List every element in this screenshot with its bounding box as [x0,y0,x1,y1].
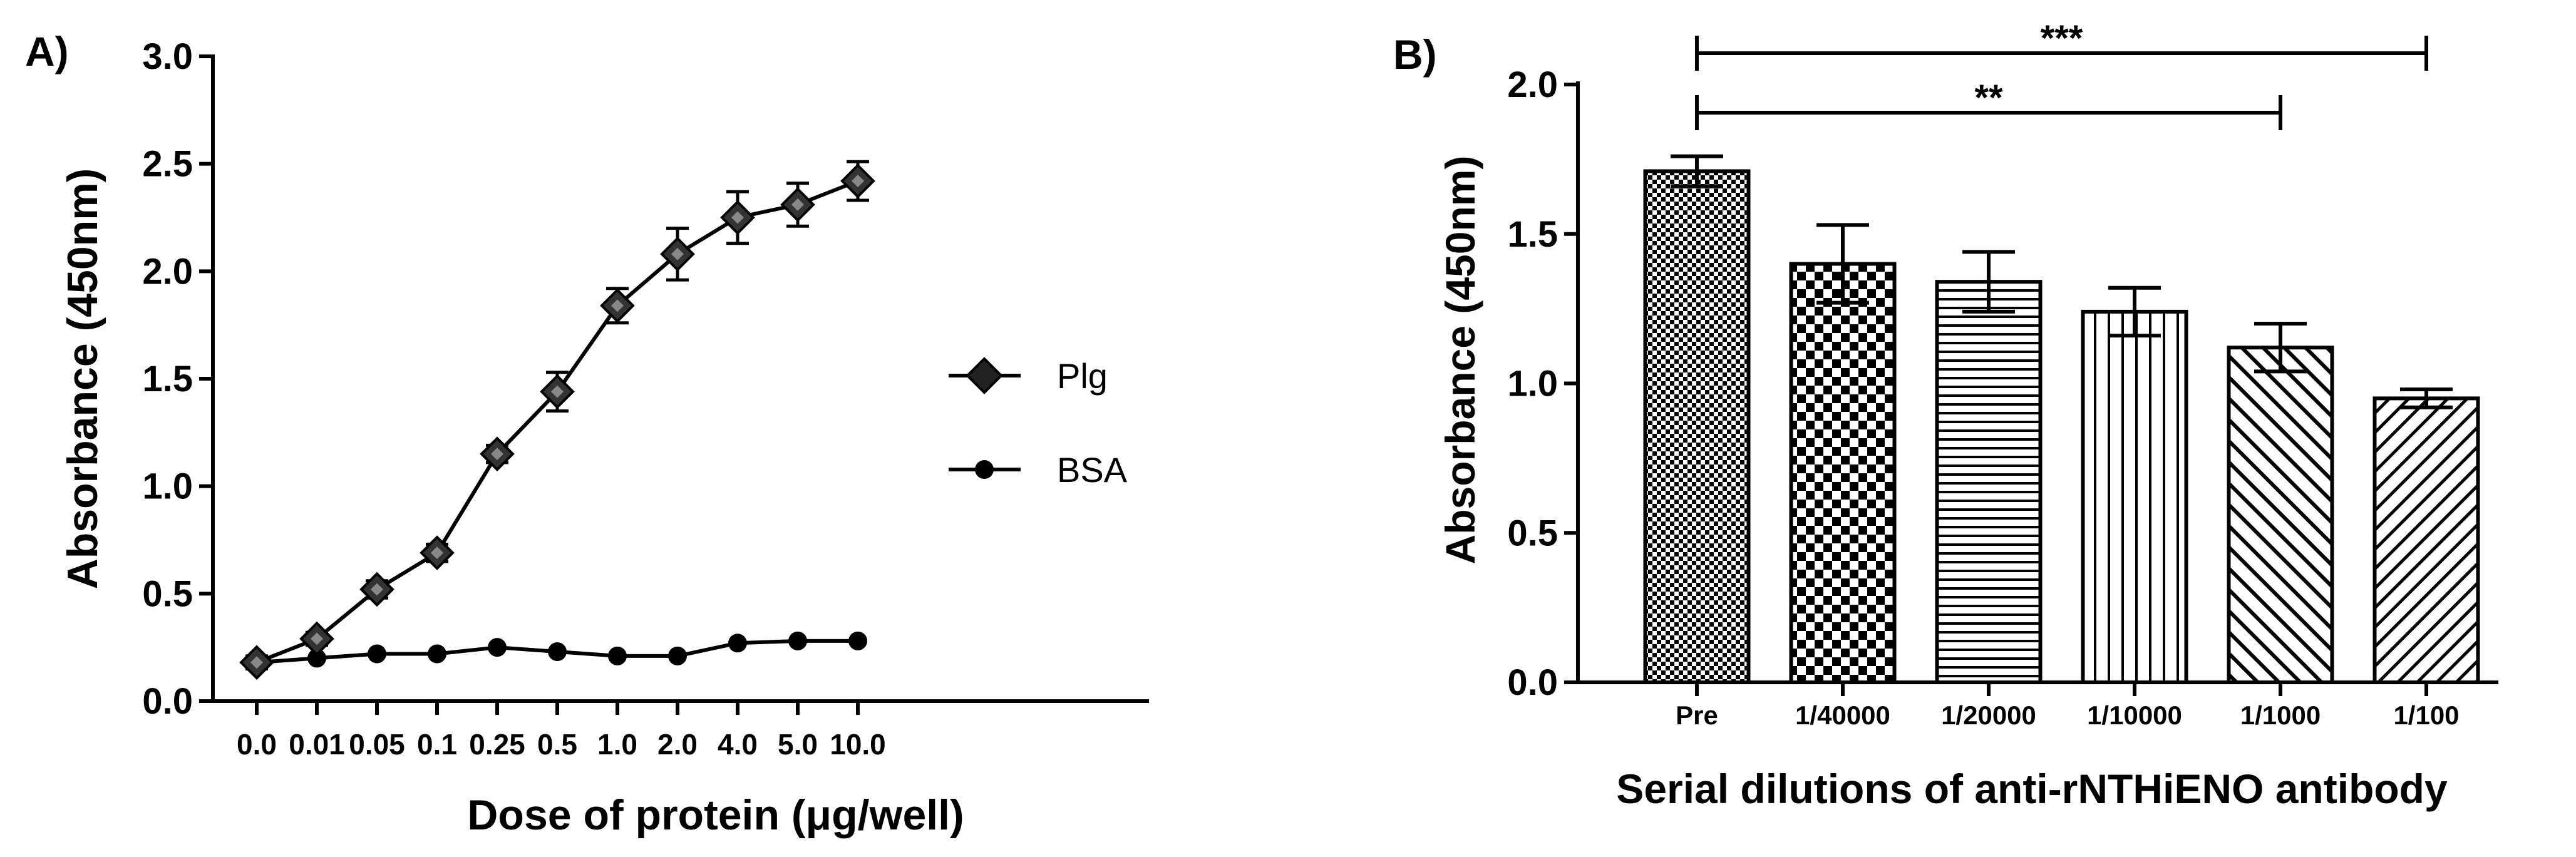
bar-1/40000 [1789,262,1897,684]
panel-a-x-axis-title: Dose of protein (μg/well) [467,791,964,839]
panel-a-x-tick-label: 0.1 [417,728,457,761]
bar-1/100 [2372,396,2480,684]
point-highlight [671,247,684,260]
point-highlight [491,448,503,461]
significance-label: *** [2041,18,2083,59]
panel-a-x-tick-label: 0.5 [537,728,577,761]
panel-b-x-tick-label: 1/1000 [2240,700,2321,730]
point-bsa [488,638,507,657]
point-highlight [611,299,624,312]
point-highlight [311,632,323,645]
panel-a-x-tick-label: 0.25 [469,728,525,761]
point-highlight [731,211,744,224]
panel-a-y-axis-title: Absorbance (450nm) [59,168,106,590]
panel-b-x-tick-label: 1/100 [2393,700,2459,730]
point-bsa [848,631,867,650]
panel-b-x-tick-label: 1/20000 [1941,700,2036,730]
panel-a-y-tick-label: 0.5 [142,573,193,614]
panel-a-x-tick-label: 1.0 [597,728,637,761]
panel-b-x-axis-title: Serial dilutions of anti-rNTHiENO antibo… [1616,766,2448,812]
point-bsa [428,644,446,664]
panel-a-y-tick-label: 0.0 [142,681,193,722]
significance-label: ** [1974,78,2003,118]
panel-a-x-tick-label: 0.0 [237,728,277,761]
panel-a-x-tick-label: 0.05 [349,728,405,761]
panel-a-x-tick-label: 2.0 [657,728,698,761]
panel-a: A) 0.00.51.01.52.02.53.0 0.0 0.01 0.05 0.1 0… [25,28,1149,839]
panel-b-bars [1643,154,2480,685]
panel-b-x-tick-label: 1/40000 [1795,700,1890,730]
point-bsa [668,646,687,665]
point-highlight [551,385,564,398]
bar-Pre [1643,169,1751,685]
panel-a-x-tick-label: 0.01 [289,728,345,761]
panel-b-y-tick-label: 1.5 [1507,214,1558,255]
panel-a-y-tick-label: 2.0 [142,251,193,292]
legend-plg-marker [966,357,1003,394]
point-bsa [368,644,386,664]
panel-b-y-tick-label: 0.5 [1507,513,1558,553]
panel-b-y-axis-title: Absorbance (450nm) [1437,156,1483,565]
panel-b-y-tick-label: 2.0 [1507,64,1558,105]
panel-a-label: A) [25,28,69,74]
panel-a-x-tick-label: 4.0 [718,728,758,761]
panel-b-y-tick-label: 1.0 [1507,364,1558,404]
legend-plg-label: Plg [1057,356,1108,396]
panel-a-y-tick-label: 3.0 [142,36,193,77]
point-bsa [548,642,567,662]
panel-a-y-tick-label: 1.5 [142,359,193,399]
bar-1/20000 [1935,280,2043,684]
point-bsa [307,649,326,668]
panel-a-x-ticks: 0.0 0.01 0.05 0.1 0.25 0.5 1.0 2.0 4.0 5.0 10.0 [237,701,886,761]
panel-b-y-ticks: 0.0 0.5 1.0 1.5 2.0 [1507,64,1578,703]
point-highlight [791,198,804,211]
panel-b-y-tick-label: 0.0 [1507,662,1558,703]
panel-a-y-tick-label: 2.5 [142,144,193,185]
point-bsa [608,646,627,665]
panel-b-x-tick-label: Pre [1676,700,1718,730]
legend-bsa-marker [975,460,994,479]
panel-b-significance: ***** [1695,18,2428,130]
legend-bsa-label: BSA [1057,450,1128,490]
point-highlight [431,547,443,560]
point-bsa [728,634,747,653]
panel-b-x-ticks: Pre 1/40000 1/20000 1/10000 1/1000 1/100 [1676,682,2460,730]
bar-1/10000 [2081,309,2188,684]
point-highlight [852,175,864,188]
point-highlight [371,583,383,596]
panel-a-axes [211,54,1149,703]
panel-b: B) 0.0 0.5 1.0 1.5 2.0 Pre 1/40000 1/20000 1/10… [1393,18,2498,812]
panel-a-legend: Plg BSA [949,356,1128,490]
panel-a-series [239,160,875,680]
point-bsa [788,631,807,650]
panel-a-x-tick-label: 5.0 [778,728,818,761]
panel-a-y-tick-label: 1.0 [142,466,193,507]
point-highlight [250,656,263,669]
panel-b-label: B) [1393,31,1437,78]
panel-b-x-tick-label: 1/10000 [2087,700,2182,730]
panel-a-x-tick-label: 10.0 [830,728,886,761]
panel-a-y-ticks: 0.0 0.5 1.0 1.5 2.0 2.5 3.0 [142,36,213,722]
bar-1/1000 [2227,346,2334,684]
series-plg-line [255,179,859,664]
